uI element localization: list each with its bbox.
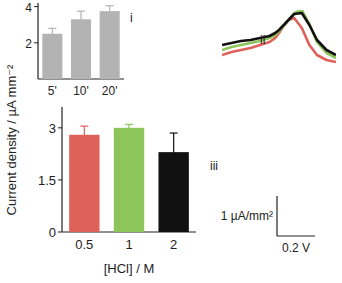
error-cap [125,124,133,125]
y-tick [34,6,38,7]
error-bar [80,126,88,143]
panel-label: iii [210,159,218,173]
error-cap [77,11,85,12]
bar [100,11,120,79]
error-bar [48,28,56,39]
scale-bar-y [276,196,277,236]
y-tick-label: 4 [25,1,32,15]
y-tick [58,232,62,233]
y-tick-label: 2 [25,37,32,51]
bar [71,19,91,79]
y-axis [61,107,62,232]
x-tick-label: 2 [170,237,177,252]
bar [114,128,144,232]
x-tick-label: 10' [73,84,89,98]
error-cap [170,132,178,133]
error-line [128,124,129,131]
panel-label: ii [260,33,265,47]
error-cap [106,5,114,6]
error-line [52,28,53,39]
bar [42,34,62,79]
error-line [173,133,174,171]
voltammogram [222,13,336,55]
error-cap [80,125,88,126]
y-tick-label: 3 [49,121,56,136]
y-tick [34,42,38,43]
x-tick-label: 5' [48,84,57,98]
bar [69,135,99,232]
y-tick [58,127,62,128]
error-bar [170,133,178,171]
error-line [84,126,85,143]
y-tick [58,179,62,180]
bars [42,6,119,79]
y-axis [37,3,38,79]
y-tick-label: 1.5 [38,173,56,188]
x-tick-label: 0.5 [75,237,93,252]
y-axis-label: Current density / µA mm⁻² [4,64,19,216]
scale-bar-label: 1 µA/mm² [221,209,273,223]
error-cap [48,28,56,29]
panel-label: i [130,11,133,25]
error-line [80,11,81,27]
scale-bar-x [277,235,315,236]
y-tick-label: 0 [49,225,56,240]
figure: 245'10'20'iii1 µA/mm²0.2 V01.530.512iii[… [0,0,342,283]
error-bar [125,124,133,131]
x-axis-label: [HCl] / M [104,261,155,276]
voltammogram [222,18,336,62]
error-bar [106,6,114,17]
bars [69,124,189,232]
x-tick-label: 20' [102,84,118,98]
scale-bar-label: 0.2 V [282,241,310,255]
voltammogram [222,10,336,58]
curves [222,10,336,62]
error-line [109,6,110,17]
x-tick-label: 1 [125,237,132,252]
error-bar [77,11,85,27]
